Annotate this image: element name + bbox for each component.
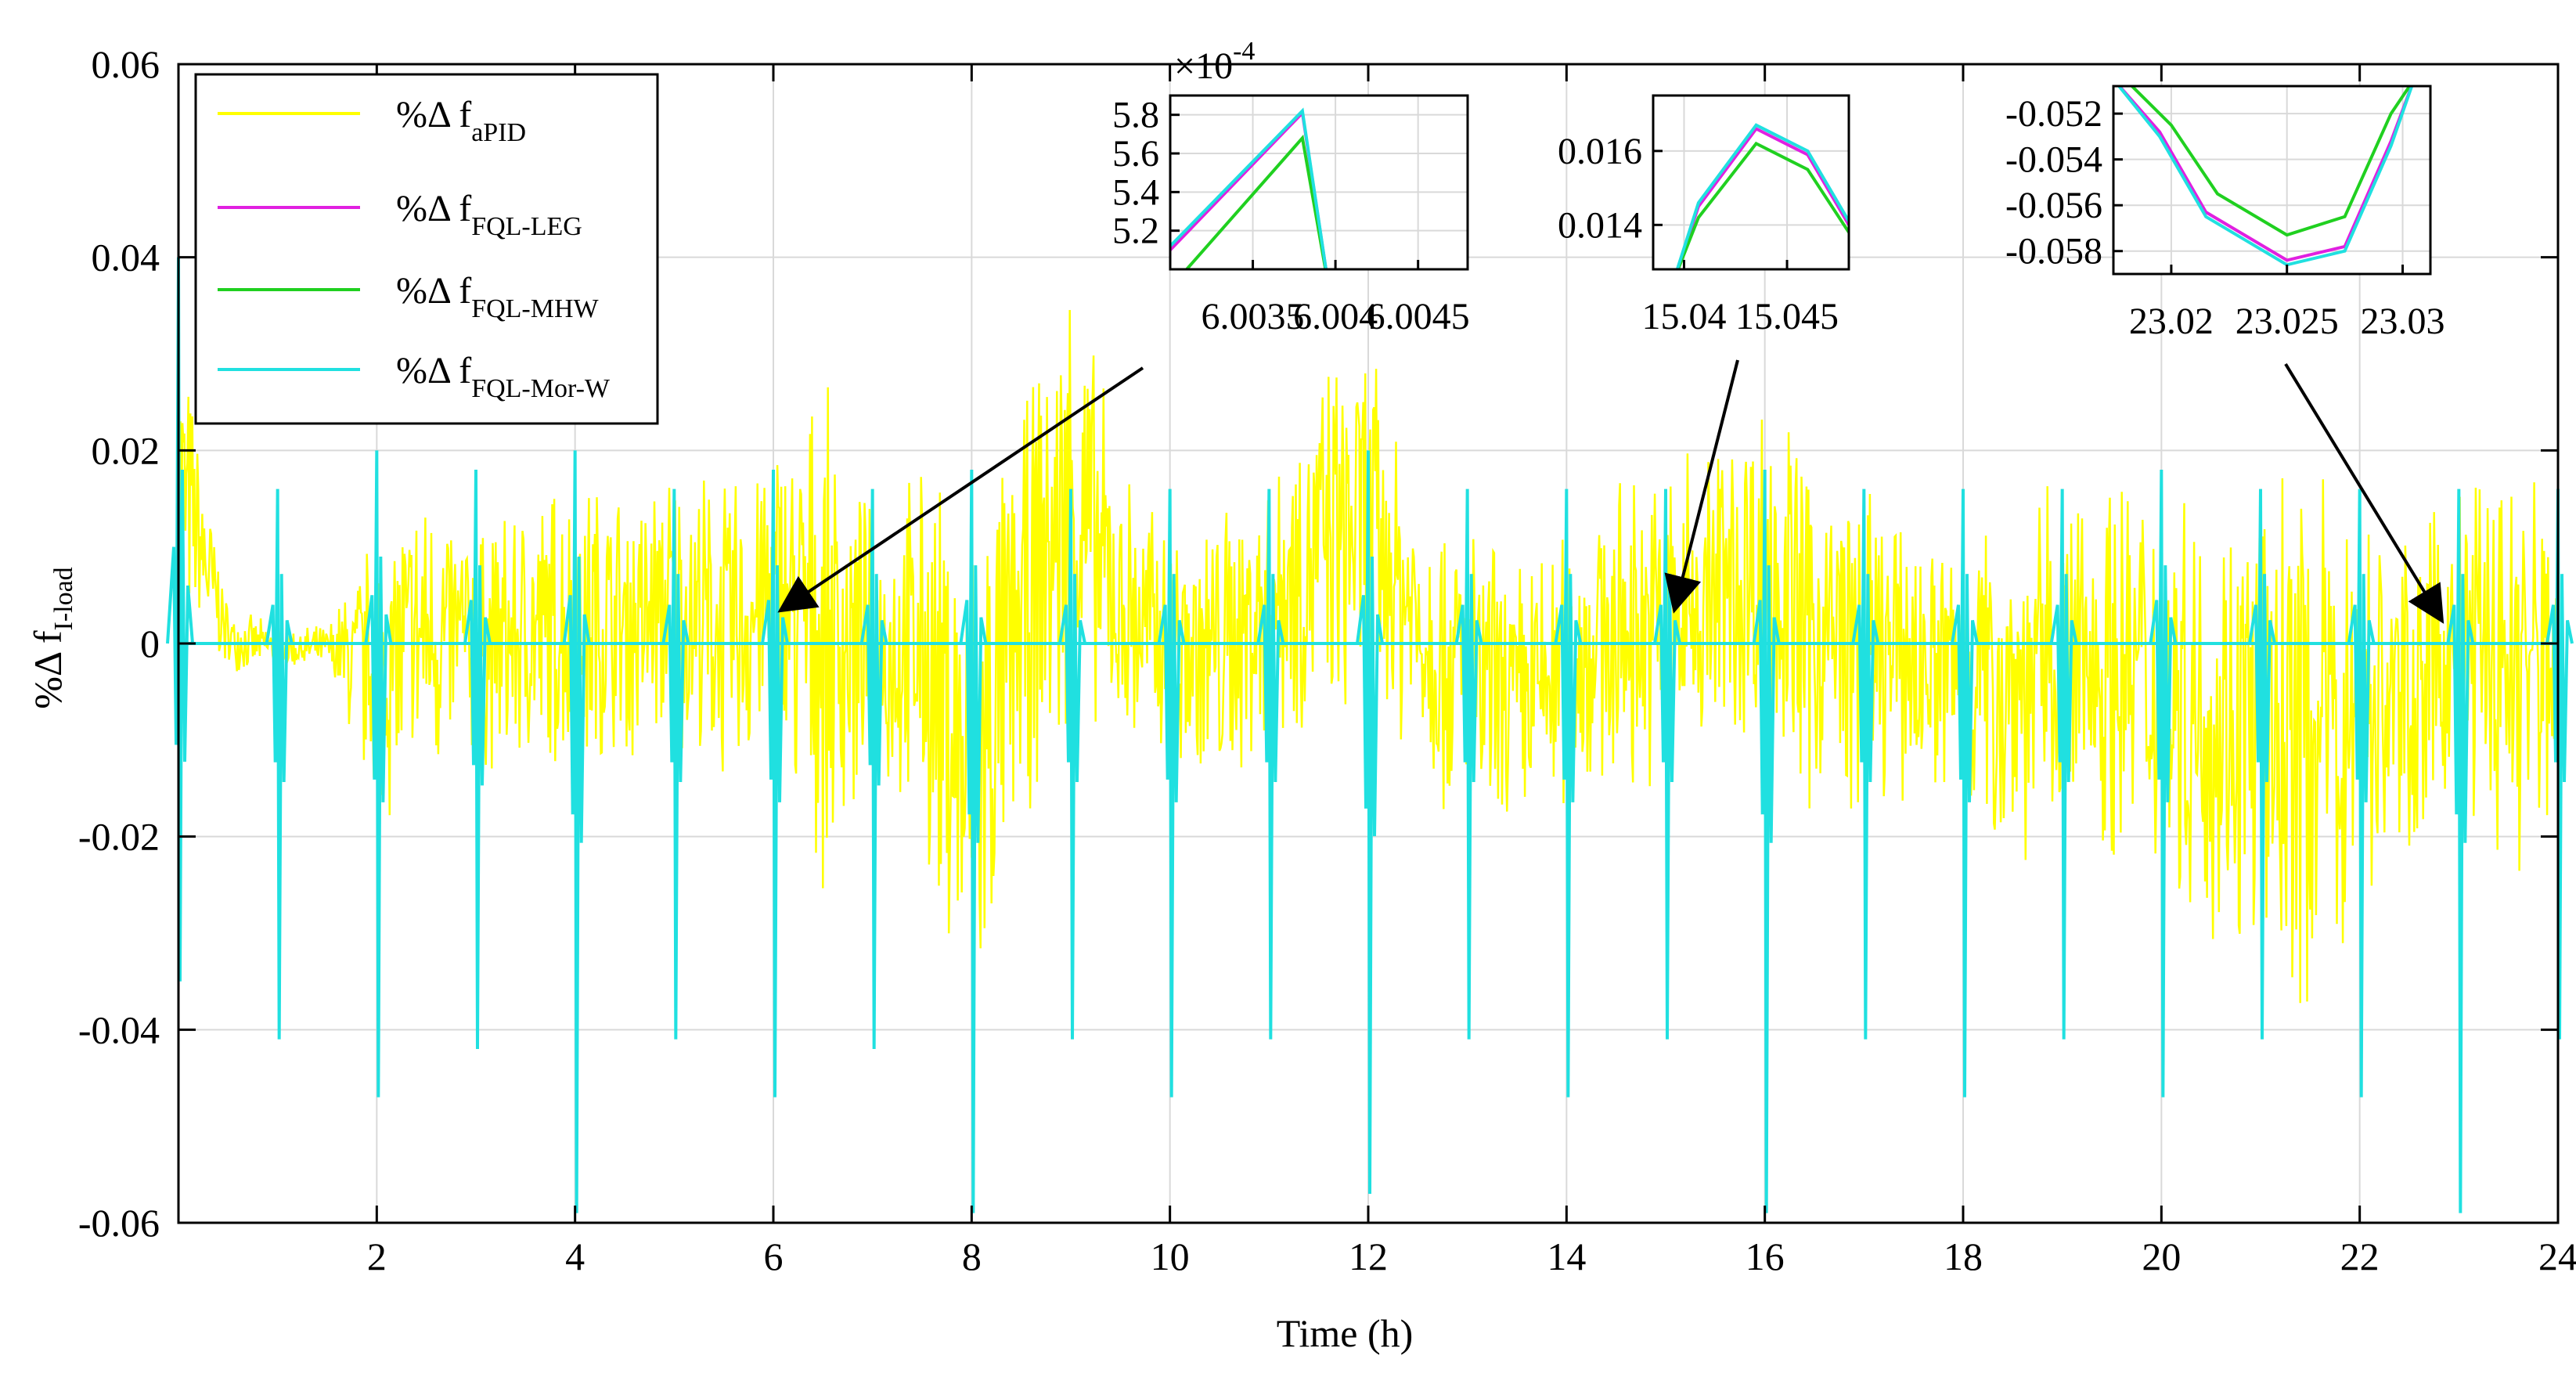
y-tick-label: 0 [140,622,160,665]
series-Mor-W-spike [761,469,789,1098]
series-Mor-W-spike [661,488,690,1040]
callout-arrow [777,366,1144,613]
y-axis-label: %Δ fI-load [26,567,78,708]
x-tick-label: 16 [1746,1235,1785,1278]
x-tick-label: 2 [367,1235,387,1278]
inset-y-tick-label: -0.058 [2005,231,2102,272]
series-Mor-W-spike [2446,488,2475,1213]
legend-entry-FQL-Mor-W: %Δ fFQL-Mor-W [218,350,611,403]
inset-y-tick-label: -0.052 [2005,93,2102,135]
series-Mor-W-spike [2049,488,2078,1040]
series-Mor-W-spike [1951,488,1979,1098]
x-tick-label: 22 [2340,1235,2380,1278]
svg-text:%Δ fFQL-LEG: %Δ fFQL-LEG [396,188,582,241]
series-Mor-W-spike [1058,488,1086,1040]
legend-entry-FQL-LEG: %Δ fFQL-LEG [218,188,582,241]
series-Mor-W-spike [1256,488,1285,1040]
inset-y-tick-label: 0.014 [1558,204,1642,246]
series-Mor-W-spike [859,488,888,1050]
main-x-axis: 2 4 6 8 10 12 14 16 18 20 22 24 [367,64,2576,1278]
series-Mor-W-spike [1356,450,1384,1195]
inset-y-tick-label: 0.016 [1558,131,1642,172]
series-FQL-Mor-W [166,257,2574,1213]
series-Mor-W-spike [2545,488,2574,1040]
inset-series-FQL-Mor-W [1170,107,1328,269]
inset-series-FQL-MHW [2129,86,2412,237]
series-Mor-W-spike [2149,469,2178,1098]
inset-2: 0.014 0.016 15.04 15.045 [1558,94,1850,337]
legend-entry-FQL-MHW: %Δ fFQL-MHW [218,270,600,323]
main-y-axis: -0.06 -0.04 -0.02 0 0.02 0.04 0.06 [78,42,2558,1245]
series-Mor-W-spike [463,469,492,1050]
series-Mor-W-spike [562,450,591,1213]
x-tick-label: 18 [1944,1235,1983,1278]
inset-x-tick-label: 23.025 [2236,301,2339,342]
series-Mor-W-spike [1454,488,1483,1040]
inset-y-tick-label: 5.8 [1112,95,1159,136]
series-Mor-W-spike [265,488,294,1040]
inset-1-multiplier: ×10-4 [1174,37,1255,87]
y-axis-label-base: %Δ f [26,630,70,709]
series-Mor-W-spike [1851,488,1880,1040]
x-tick-label: 10 [1151,1235,1190,1278]
inset-series-FQL-MHW [1676,141,1849,269]
x-tick-label: 6 [764,1235,784,1278]
x-tick-label: 24 [2538,1235,2576,1278]
inset-y-tick-label: -0.056 [2005,185,2102,226]
inset-x-tick-label: 6.0045 [1367,296,1470,337]
series-Mor-W-spike [2347,488,2376,1098]
callout-arrow [2284,362,2444,624]
y-tick-label: -0.06 [78,1201,160,1245]
y-tick-label: -0.04 [78,1008,160,1051]
callout-arrows [777,359,2444,624]
x-tick-label: 20 [2142,1235,2181,1278]
callout-arrow [1664,359,1739,614]
inset-y-tick-label: -0.054 [2005,139,2102,181]
inset-x-tick-label: 23.03 [2361,301,2445,342]
svg-text:%Δ fFQL-Mor-W: %Δ fFQL-Mor-W [396,350,611,403]
x-tick-label: 8 [962,1235,982,1278]
x-tick-label: 14 [1547,1235,1586,1278]
legend: %Δ faPID %Δ fFQL-LEG %Δ fFQL-MHW %Δ fFQL… [194,73,659,425]
series-Mor-W-spike [2248,488,2276,1040]
x-tick-label: 12 [1349,1235,1388,1278]
x-tick-label: 4 [565,1235,585,1278]
y-tick-label: 0.04 [92,236,160,279]
y-tick-label: 0.02 [92,428,160,472]
inset-x-tick-label: 6.004 [1293,296,1378,337]
legend-entry-aPID: %Δ faPID [218,94,526,147]
inset-3: -0.058 -0.056-0.054-0.052 23.02 23.025 23.03 [2005,85,2445,342]
inset-x-tick-label: 15.045 [1735,296,1839,337]
series-Mor-W-spike [1752,469,1781,1213]
x-axis-label: Time (h) [1277,1311,1414,1355]
series-Mor-W-spike [1554,488,1583,1098]
y-tick-label: -0.02 [78,815,160,859]
inset-x-tick-label: 15.04 [1641,296,1726,337]
series-Mor-W-spike [1157,488,1186,1098]
y-tick-label: 0.06 [92,42,160,86]
inset-y-tick-label: 5.2 [1112,211,1159,252]
y-axis-label-sub: I-load [49,567,78,630]
inset-x-tick-label: 23.02 [2129,301,2214,342]
series-Mor-W-spike [959,469,988,1213]
inset-y-tick-label: 5.4 [1112,171,1159,213]
series-Mor-W-spike [364,450,393,1098]
svg-text:%Δ faPID: %Δ faPID [396,94,526,147]
svg-text:%Δ fI-load: %Δ fI-load [26,567,78,708]
inset-y-tick-label: 5.6 [1112,133,1159,175]
svg-text:%Δ fFQL-MHW: %Δ fFQL-MHW [396,270,600,323]
inset-x-tick-label: 6.0035 [1202,296,1305,337]
inset-series-FQL-Mor-W [1675,123,1849,269]
series-Mor-W-spike [1653,488,1681,1040]
